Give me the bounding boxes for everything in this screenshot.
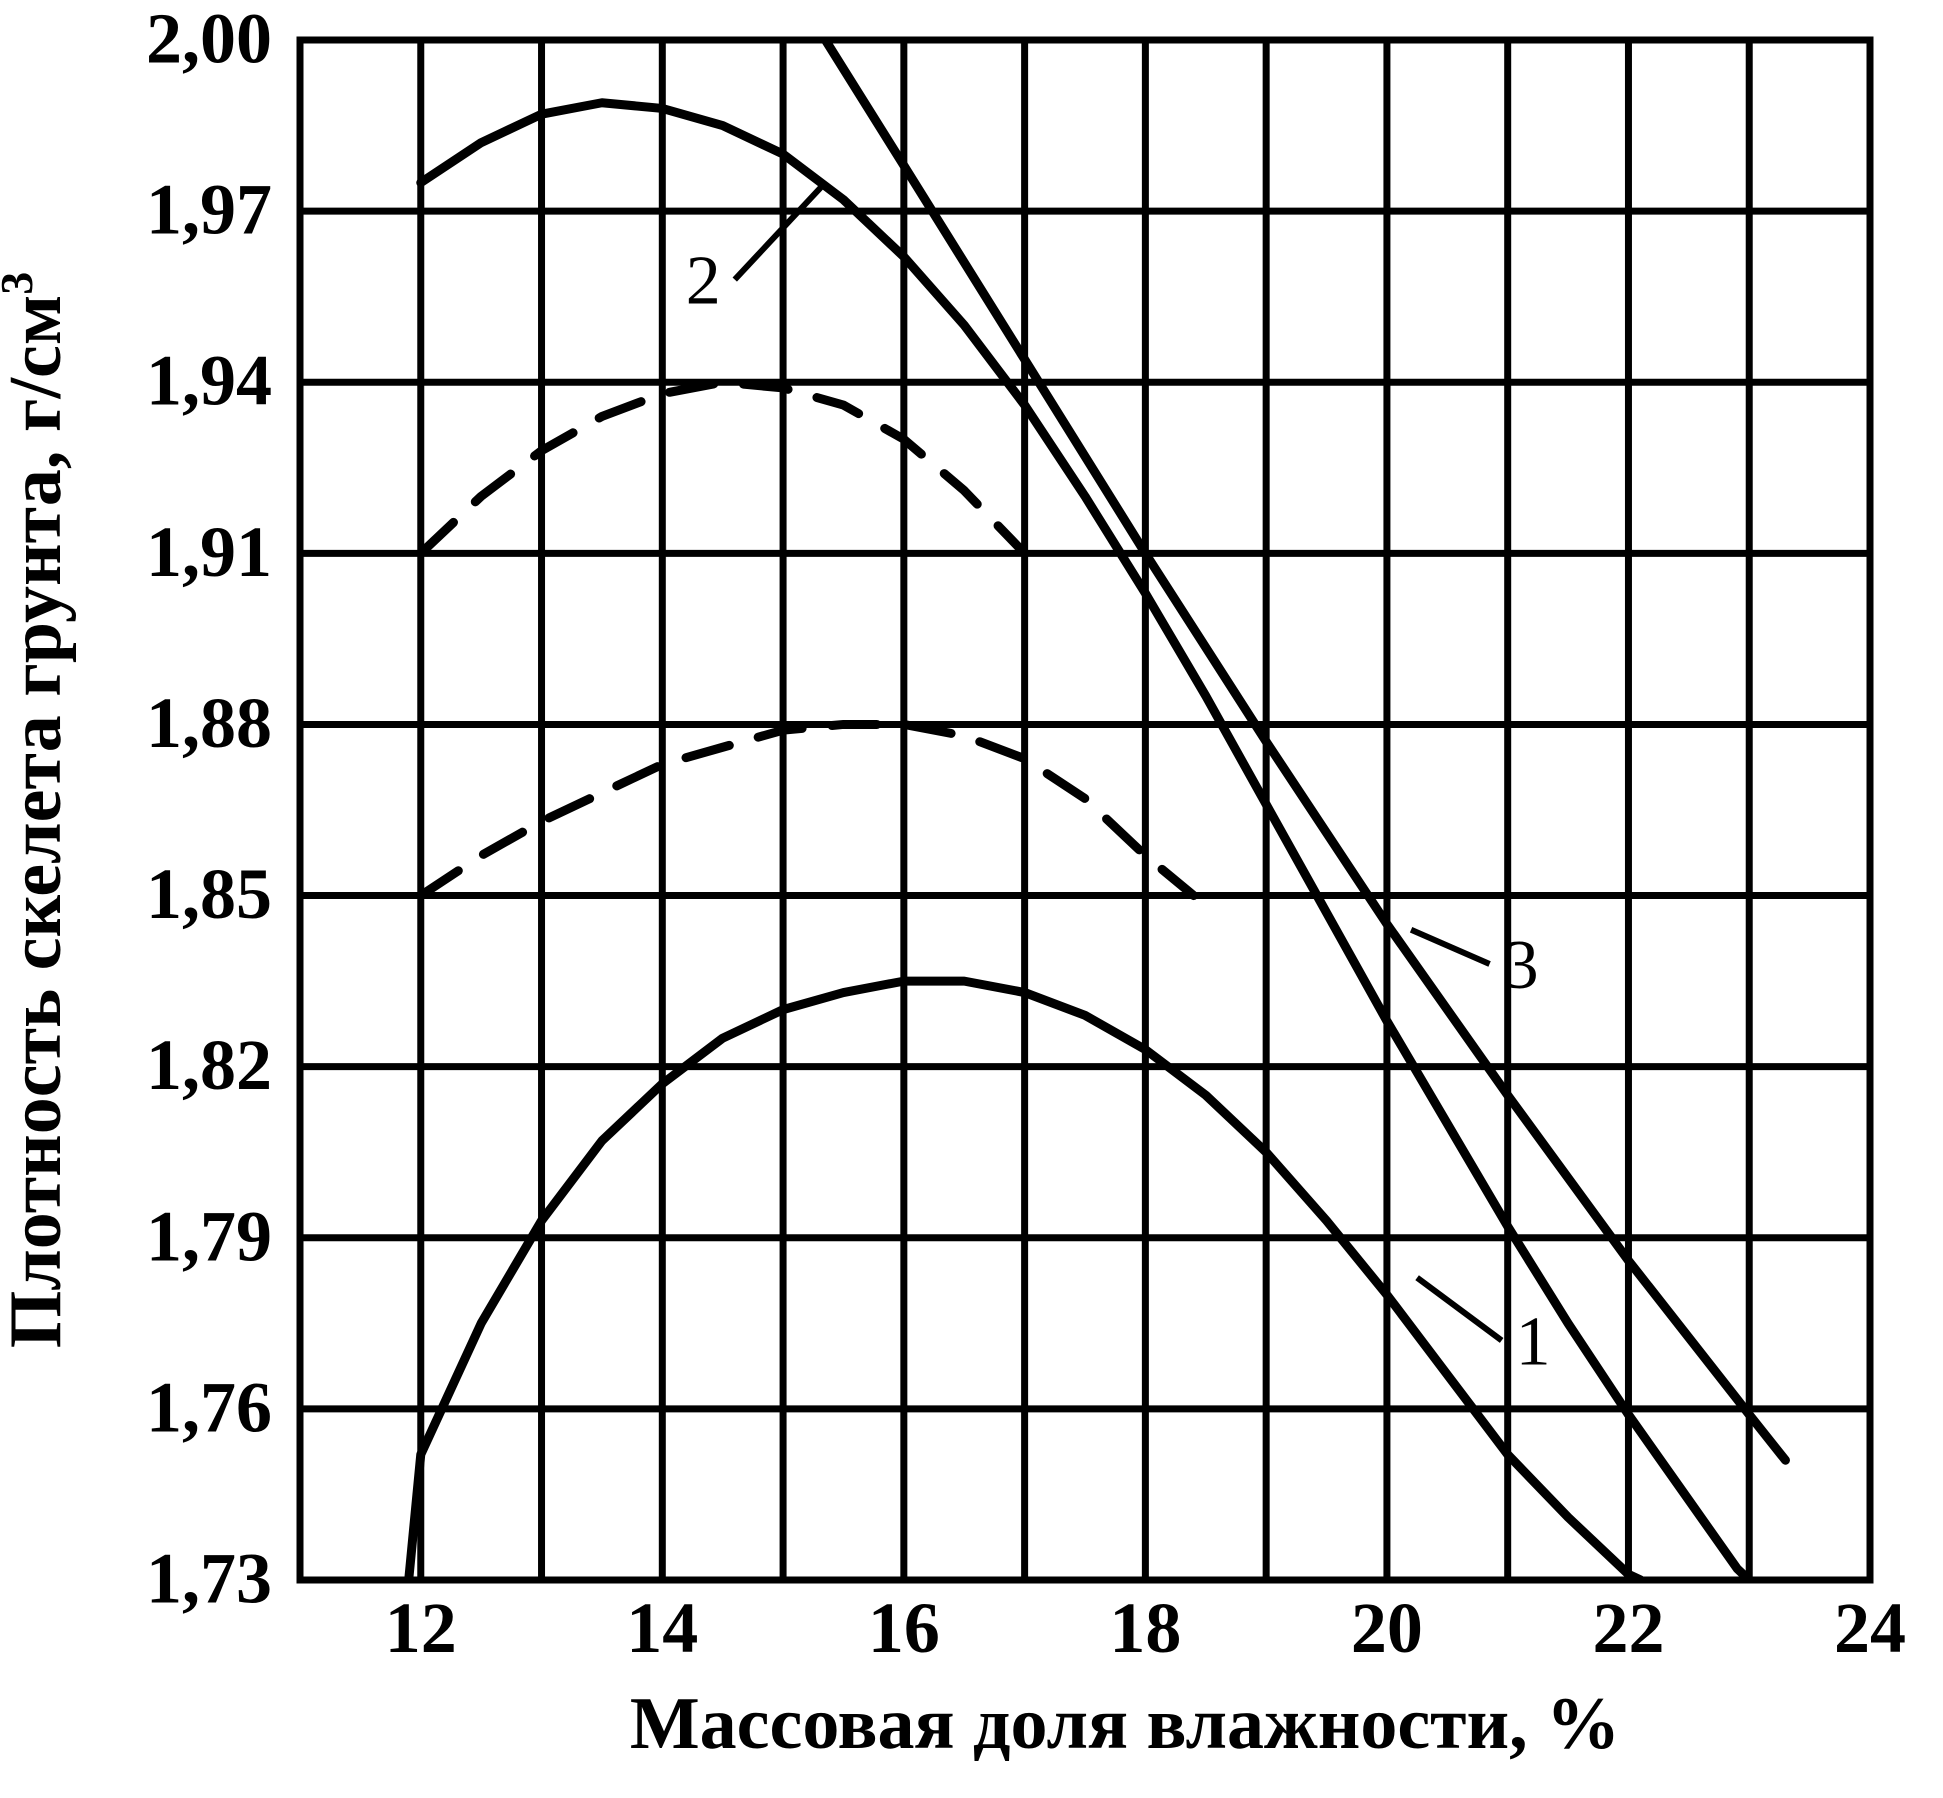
y-tick-label: 2,00	[146, 0, 272, 79]
density-vs-moisture-chart: 1231,731,761,791,821,851,881,911,941,972…	[0, 0, 1943, 1798]
curve-label-2: 2	[686, 243, 721, 320]
x-tick-label: 16	[868, 1588, 940, 1668]
curve-label-1: 1	[1516, 1304, 1551, 1381]
x-tick-label: 20	[1351, 1588, 1423, 1668]
y-axis-title: Плотность скелета грунта, г/см3	[0, 272, 77, 1349]
y-tick-label: 1,73	[146, 1539, 272, 1619]
y-tick-label: 1,82	[146, 1025, 272, 1105]
x-tick-label: 18	[1109, 1588, 1181, 1668]
x-tick-label: 24	[1834, 1588, 1906, 1668]
x-axis-title: Массовая доля влажности, %	[630, 1683, 1620, 1765]
x-tick-label: 12	[385, 1588, 457, 1668]
y-tick-label: 1,97	[146, 170, 272, 250]
y-tick-label: 1,85	[146, 854, 272, 934]
curve-label-3: 3	[1504, 927, 1539, 1004]
y-tick-label: 1,79	[146, 1196, 272, 1276]
y-tick-label: 1,88	[146, 683, 272, 763]
y-tick-label: 1,76	[146, 1367, 272, 1447]
x-tick-label: 14	[626, 1588, 698, 1668]
y-tick-label: 1,94	[146, 341, 272, 421]
x-tick-label: 22	[1592, 1588, 1664, 1668]
y-tick-label: 1,91	[146, 512, 272, 592]
